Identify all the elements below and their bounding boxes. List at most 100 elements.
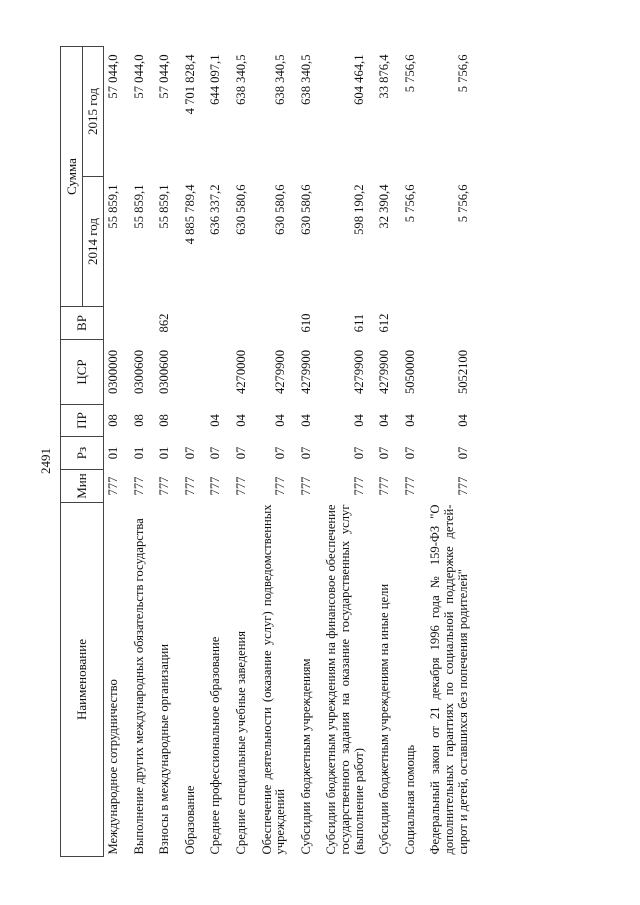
cell-y2015: 5 756,6	[402, 54, 417, 93]
cell-name: Выполнение других международных обязател…	[131, 518, 146, 855]
cell-pr: 04	[233, 414, 248, 427]
cell-name: Федеральный закон от 21 декабря 1996 год…	[428, 504, 470, 855]
cell-vr: 610	[298, 313, 313, 333]
cell-min: 777	[106, 476, 120, 496]
cell-rz: 07	[273, 446, 288, 460]
cell-rz: 07	[208, 446, 223, 460]
cell-rz: 07	[298, 446, 313, 460]
cell-y2014: 55 859,1	[131, 184, 146, 229]
cell-y2014: 636 337,2	[208, 184, 223, 235]
cell-pr: 08	[106, 414, 120, 427]
cell-name: Субсидии бюджетным учреждениям на иные ц…	[377, 583, 392, 855]
table-row: Социальная помощь 777 07 04 5050000 5 756,6 5 …	[392, 47, 418, 857]
cell-vr	[121, 307, 147, 340]
cell-min: 777	[157, 476, 172, 496]
cell-min: 777	[351, 476, 366, 496]
table-row: Субсидии бюджетным учреждениям на иные ц…	[366, 47, 392, 857]
header-name: Наименование	[60, 502, 104, 857]
table-row: Субсидии бюджетным учреждениям на финанс…	[313, 47, 366, 857]
cell-min: 777	[131, 476, 146, 496]
cell-rz: 01	[106, 446, 120, 460]
cell-pr: 04	[298, 414, 313, 427]
cell-vr: 862	[157, 313, 172, 333]
cell-vr: 611	[351, 313, 366, 333]
cell-pr: 04	[402, 414, 417, 427]
cell-csr: 4279900	[351, 349, 366, 395]
cell-name: Среднее профессиональное образование	[208, 636, 223, 855]
cell-y2014: 55 859,1	[157, 184, 172, 229]
cell-y2015: 33 876,4	[377, 54, 392, 99]
cell-y2014: 4 885 789,4	[182, 184, 197, 245]
cell-pr: 08	[131, 414, 146, 427]
cell-vr	[223, 307, 249, 340]
cell-y2014: 32 390,4	[377, 184, 392, 229]
cell-csr: 0300600	[157, 349, 172, 395]
cell-y2015: 57 044,0	[106, 54, 120, 99]
cell-rz: 07	[233, 446, 248, 460]
cell-csr: 5050000	[402, 349, 417, 395]
cell-rz: 01	[157, 446, 172, 460]
cell-pr: 08	[157, 414, 172, 427]
cell-rz: 07	[377, 446, 392, 460]
cell-y2015: 638 340,5	[273, 54, 288, 105]
cell-vr	[172, 307, 198, 340]
table-row: Международное сотрудничество 777 01 08 03000…	[104, 47, 121, 857]
cell-min: 777	[233, 476, 248, 496]
cell-min: 777	[182, 476, 197, 496]
cell-y2014: 630 580,6	[298, 184, 313, 235]
cell-name: Субсидии бюджетным учреждениям на финанс…	[324, 504, 366, 855]
cell-y2014: 630 580,6	[273, 184, 288, 235]
cell-name: Социальная помощь	[402, 744, 417, 855]
header-2015: 2015 год	[82, 46, 104, 177]
cell-name: Взносы в международные организации	[157, 643, 172, 855]
cell-min: 777	[455, 476, 470, 496]
table-row: Обеспечение деятельности (оказание услуг…	[249, 47, 288, 857]
cell-pr: 04	[208, 414, 223, 427]
cell-min: 777	[208, 476, 223, 496]
cell-name: Субсидии бюджетным учреждениям	[298, 658, 313, 855]
cell-vr	[104, 307, 121, 340]
table-row: Среднее профессиональное образование 777 0…	[197, 47, 223, 857]
header-csr: ЦСР	[60, 339, 104, 405]
cell-vr	[197, 307, 223, 340]
cell-y2015: 644 097,1	[208, 54, 223, 105]
cell-y2015: 57 044,0	[157, 54, 172, 99]
cell-csr: 5052100	[455, 349, 470, 395]
cell-pr: 04	[377, 414, 392, 427]
header-2014: 2014 год	[82, 176, 104, 307]
cell-y2014: 598 190,2	[351, 184, 366, 235]
cell-vr	[417, 307, 470, 340]
cell-csr: 4279900	[377, 349, 392, 395]
cell-y2014: 5 756,6	[402, 184, 417, 223]
cell-name: Международное сотрудничество	[106, 679, 120, 855]
table-row: Федеральный закон от 21 декабря 1996 год…	[417, 47, 470, 857]
cell-y2015: 604 464,1	[351, 54, 366, 105]
table-body: Международное сотрудничество 777 01 08 03000…	[104, 47, 471, 857]
cell-vr	[249, 307, 288, 340]
budget-table: Наименование Мин Рз ПР ЦСР ВР Сумма 2014…	[60, 46, 470, 857]
table-row: Субсидии бюджетным учреждениям 777 07 04 427…	[288, 47, 314, 857]
table-row: Средние специальные учебные заведения 777…	[223, 47, 249, 857]
cell-y2014: 630 580,6	[233, 184, 248, 235]
cell-name: Образование	[182, 785, 197, 855]
cell-pr	[172, 405, 198, 437]
cell-csr: 4279900	[298, 349, 313, 395]
table-header: Наименование Мин Рз ПР ЦСР ВР Сумма 2014…	[60, 46, 104, 857]
cell-rz: 07	[351, 446, 366, 460]
table-row: Выполнение других международных обязател…	[121, 47, 147, 857]
cell-csr: 4270000	[233, 349, 248, 395]
cell-y2015: 638 340,5	[298, 54, 313, 105]
cell-csr	[197, 340, 223, 405]
cell-pr: 04	[351, 414, 366, 427]
table-row: Образование 777 07 4 885 789,4 4 701 828,4	[172, 47, 198, 857]
cell-rz: 01	[131, 446, 146, 460]
header-rz: Рз	[60, 436, 104, 470]
cell-vr: 612	[377, 313, 392, 333]
cell-vr	[392, 307, 418, 340]
cell-y2014: 5 756,6	[455, 184, 470, 223]
cell-y2015: 5 756,6	[455, 54, 470, 93]
table-row: Взносы в международные организации 777 01 0…	[146, 47, 172, 857]
cell-csr	[172, 340, 198, 405]
cell-pr: 04	[273, 414, 288, 427]
header-min: Мин	[60, 469, 104, 503]
